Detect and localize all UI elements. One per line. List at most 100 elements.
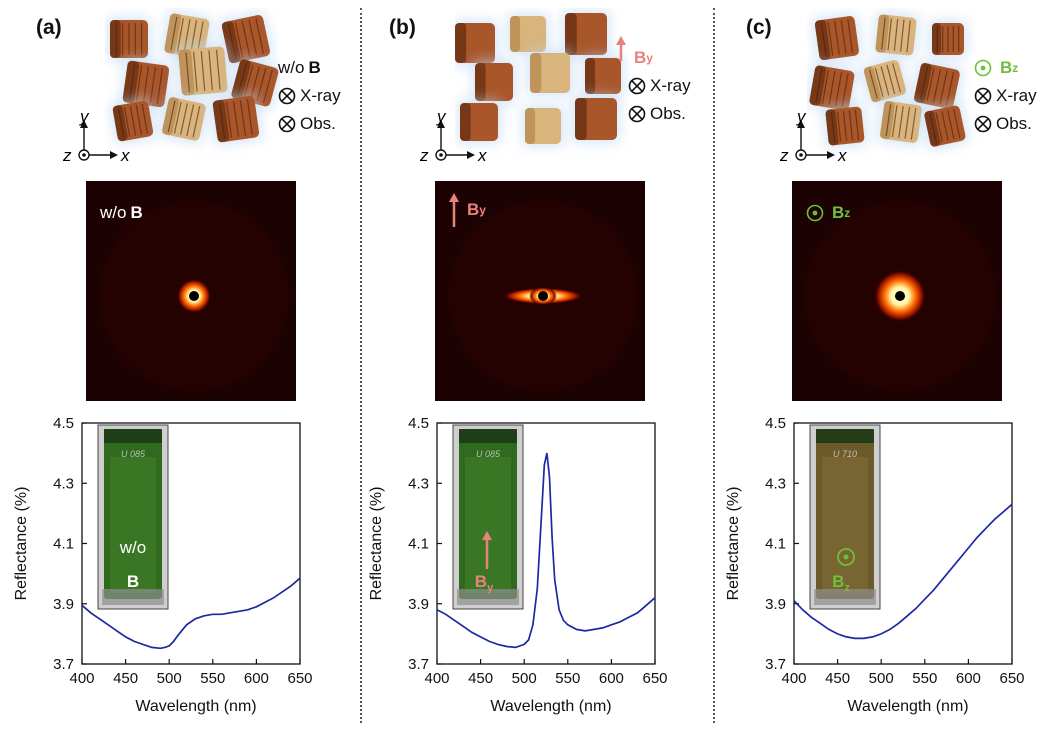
nanocube (527, 50, 573, 96)
nanocube (921, 102, 969, 150)
spectrum-line (436, 452, 656, 649)
cuvette-label: U 085 (476, 449, 501, 459)
x-tick-label: 650 (287, 670, 312, 687)
y-tick-label: 3.7 (408, 656, 429, 673)
axis-y-label: y (796, 108, 807, 126)
field-odot-icon (974, 59, 992, 77)
x-axis-label: Wavelength (nm) (847, 698, 968, 715)
x-tick-label: 600 (244, 670, 269, 687)
saxs-subscript: y (479, 203, 486, 217)
nanocube (472, 60, 516, 104)
y-tick-label: 4.5 (53, 415, 74, 432)
otimes-icon (628, 77, 646, 95)
cuvette-symbol: B (832, 572, 844, 591)
y-axis-label: Reflectance (%) (13, 487, 30, 601)
x-tick-label: 650 (642, 670, 667, 687)
nanocube (860, 56, 910, 106)
legend-row: X-ray (974, 82, 1037, 110)
axis-z-label: z (419, 146, 429, 165)
nanocube (457, 100, 501, 144)
nanocube (507, 13, 549, 55)
y-tick-label: 3.9 (408, 596, 429, 613)
nanocube (175, 43, 231, 99)
cuvette-label: U 710 (833, 449, 857, 459)
saxs-prefix: w/o (100, 203, 127, 222)
field-symbol: B (634, 48, 647, 67)
nanocube (209, 92, 263, 146)
legend-row-label: X-ray (996, 86, 1037, 105)
y-tick-label: 4.5 (765, 415, 786, 432)
y-tick-label: 3.7 (765, 656, 786, 673)
coordinate-axes: y z x (419, 108, 487, 165)
cuvette-odot-icon (837, 548, 855, 566)
reflectance-chart: 400 450 500 550 600 650 3.7 3.9 4.1 4.3 4.5 Wavelen… (725, 415, 1025, 715)
divider-left (360, 8, 362, 723)
x-tick-label: 500 (869, 670, 894, 687)
y-tick-label: 3.9 (765, 596, 786, 613)
axis-x-label: x (837, 146, 847, 165)
saxs-symbol: B (130, 203, 143, 222)
field-label: w/o B (278, 54, 341, 82)
field-symbol: B (1000, 58, 1013, 77)
field-symbol: B (308, 58, 321, 77)
legend: w/o B X-ray Obs. (278, 54, 341, 138)
x-tick-label: 600 (956, 670, 981, 687)
nanocube (455, 20, 498, 66)
y-tick-label: 3.9 (53, 596, 74, 613)
legend-row-label: Obs. (300, 114, 336, 133)
y-tick-label: 4.1 (53, 536, 74, 553)
nanocube (159, 94, 209, 144)
x-tick-label: 550 (555, 670, 580, 687)
x-axis-label: Wavelength (nm) (135, 698, 256, 715)
x-tick-label: 550 (912, 670, 937, 687)
spectrum-line (793, 503, 1013, 640)
nanocube (807, 62, 858, 114)
legend-row: Obs. (278, 110, 341, 138)
legend-row: Obs. (974, 110, 1037, 138)
otimes-icon (628, 105, 646, 123)
saxs-symbol: B (832, 203, 845, 222)
saxs-scattering (99, 201, 289, 391)
saxs-arrow-icon (449, 193, 459, 227)
cuvette-subscript: y (487, 582, 494, 594)
reflectance-chart: 400 450 500 550 600 650 3.7 3.9 4.1 4.3 4.5 Wavelen… (368, 415, 668, 715)
axis-y-label: y (436, 108, 447, 126)
cuvette-text-line1: w/o (119, 538, 146, 557)
y-tick-label: 4.3 (765, 475, 786, 492)
cuvette-photo: U 710 Bz (809, 424, 881, 610)
cuvette-subscript: z (844, 582, 850, 594)
y-tick-label: 4.1 (408, 536, 429, 553)
nanocube (109, 97, 157, 145)
nanocube-illustration (107, 10, 280, 146)
otimes-icon (278, 115, 296, 133)
cuvette-text-line2: B (127, 572, 139, 591)
nanocube (811, 12, 863, 64)
nanocube (872, 11, 920, 59)
cuvette-photo: U 085 w/o B (97, 424, 169, 610)
saxs-pattern: w/o B (86, 181, 296, 401)
x-tick-label: 650 (999, 670, 1024, 687)
axis-y-label: y (79, 108, 90, 126)
nanocube (107, 17, 151, 61)
nanocube (876, 97, 926, 147)
axis-x-label: x (477, 146, 487, 165)
x-tick-label: 500 (157, 670, 182, 687)
saxs-field-label: w/o B (100, 203, 143, 223)
nanocube (582, 55, 624, 97)
saxs-subscript: z (844, 206, 851, 220)
field-subscript: y (646, 51, 653, 65)
spectrum-line (81, 577, 301, 650)
y-tick-label: 3.7 (53, 656, 74, 673)
legend-row-label: Obs. (650, 104, 686, 123)
x-tick-label: 400 (424, 670, 449, 687)
nanocube (822, 103, 868, 149)
panel-label: (a) (36, 16, 62, 39)
y-tick-label: 4.1 (765, 536, 786, 553)
